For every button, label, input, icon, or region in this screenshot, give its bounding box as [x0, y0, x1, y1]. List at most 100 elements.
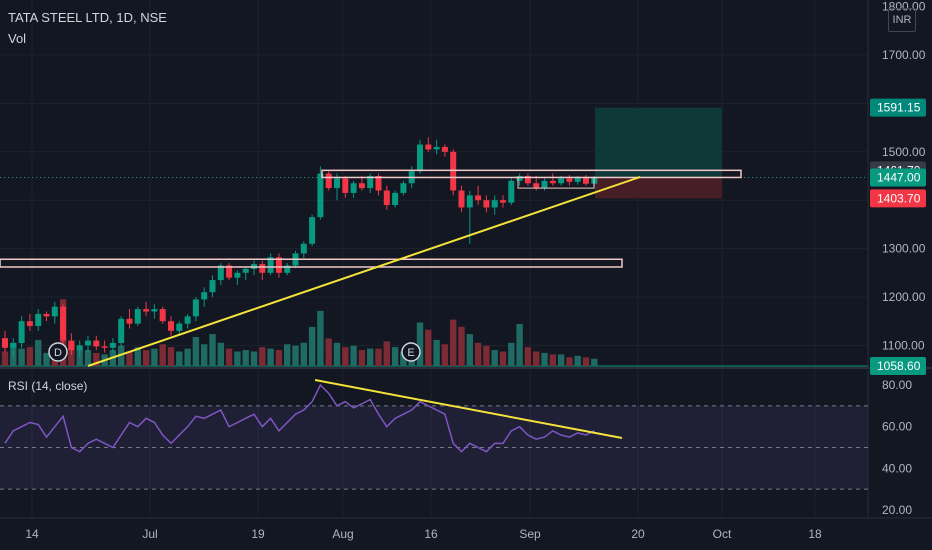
candle-body	[267, 257, 274, 273]
candle-body	[192, 299, 199, 317]
earnings-marker	[401, 342, 421, 362]
volume-bar	[383, 341, 390, 366]
price-label-text: 1447.00	[877, 170, 921, 184]
time-tick-label: 14	[25, 527, 39, 541]
candle-body	[425, 144, 432, 150]
volume-bar	[416, 322, 424, 366]
volume-bar	[93, 352, 100, 366]
candle-body	[93, 340, 100, 347]
volume-bar	[167, 347, 175, 366]
price-tick-label: 1200.00	[882, 290, 926, 304]
rsi-tick-label: 60.00	[882, 420, 912, 434]
candle-body	[375, 176, 382, 191]
volume-bar	[151, 348, 158, 366]
candle-body	[342, 178, 349, 193]
candle-body	[367, 176, 374, 189]
candle-body	[524, 176, 531, 184]
volume-bar	[126, 351, 133, 366]
volume-bar	[1, 351, 9, 366]
candle-body	[143, 309, 150, 312]
target-zone	[595, 107, 722, 178]
candle-body	[159, 309, 166, 322]
candle-body	[26, 321, 33, 327]
volume-bar	[201, 344, 208, 366]
rsi-line	[4, 383, 595, 453]
candle-body	[566, 178, 573, 182]
volume-bar	[433, 339, 440, 366]
price-tick-label: 1500.00	[882, 145, 926, 159]
rsi-tick-label: 40.00	[882, 461, 912, 475]
candle-body	[217, 265, 224, 281]
candle-body	[441, 146, 448, 152]
time-tick-label: 16	[424, 527, 438, 541]
volume-bar	[18, 348, 25, 366]
candle-body	[43, 313, 50, 317]
price-label-text: 1403.70	[877, 191, 921, 205]
candle-body	[558, 178, 565, 184]
candle-body	[300, 243, 307, 254]
volume-bar	[400, 351, 407, 366]
candle-body	[483, 200, 490, 208]
volume-bar	[184, 348, 191, 366]
candle-body	[51, 306, 58, 317]
volume-bar	[234, 351, 241, 366]
volume-bar	[516, 323, 523, 366]
volume-label[interactable]: Vol	[8, 31, 27, 46]
volume-bar	[441, 344, 449, 366]
volume-bar	[267, 348, 274, 366]
currency-badge[interactable]: INR	[888, 8, 916, 32]
axes: 1100.00 1200.00 1300.00 1500.00 1700.00 1800.…	[25, 0, 925, 541]
volume-bar	[458, 326, 465, 366]
candle-body	[60, 306, 67, 341]
candle-body	[18, 321, 25, 343]
time-tick-label: Jul	[142, 527, 157, 541]
candle-body	[168, 321, 174, 331]
volume-bar	[533, 351, 540, 366]
symbol-title[interactable]: TATA STEEL LTD, 1D, NSE	[8, 10, 167, 25]
volume-bar	[142, 350, 150, 366]
volume-bar	[325, 338, 332, 366]
volume-bar	[524, 347, 532, 366]
time-tick-label: Oct	[713, 527, 732, 541]
price-tick-label: 1300.00	[882, 242, 926, 256]
volume-bar	[292, 345, 299, 366]
volume-bar	[35, 339, 42, 366]
volume-bar	[466, 334, 473, 366]
volume-bar	[591, 358, 598, 366]
volume-bar	[26, 347, 34, 366]
position-zones	[0, 107, 868, 199]
rsi-label[interactable]: RSI (14, close)	[8, 379, 88, 393]
price-label-box	[870, 189, 926, 208]
candle-body	[109, 342, 116, 348]
candle-body	[242, 268, 249, 273]
volume-bar	[549, 354, 556, 366]
earnings-marker-text: E	[407, 347, 414, 359]
dividend-marker-text: D	[54, 347, 62, 359]
volume-bar	[250, 351, 258, 366]
volume-bar	[425, 329, 432, 366]
candle-body	[383, 190, 390, 206]
candle-body	[491, 200, 498, 208]
volume-bar	[333, 342, 341, 366]
candle-body	[76, 345, 83, 351]
candle-body	[284, 265, 291, 273]
price-trendline	[87, 176, 641, 367]
candle-body	[400, 183, 407, 193]
candle-body	[209, 280, 216, 293]
candle-body	[201, 292, 208, 300]
support-rectangle	[0, 258, 623, 268]
candle-series	[2, 137, 598, 358]
candle-body	[10, 342, 17, 348]
candle-body	[309, 217, 316, 244]
candle-body	[317, 173, 324, 218]
volume-bar	[284, 344, 291, 366]
candle-body	[151, 309, 158, 312]
volume-bar	[300, 342, 307, 366]
dividend-marker	[48, 342, 68, 362]
volume-bar	[358, 350, 366, 366]
volume-bar	[275, 350, 283, 366]
candle-body	[574, 177, 581, 182]
